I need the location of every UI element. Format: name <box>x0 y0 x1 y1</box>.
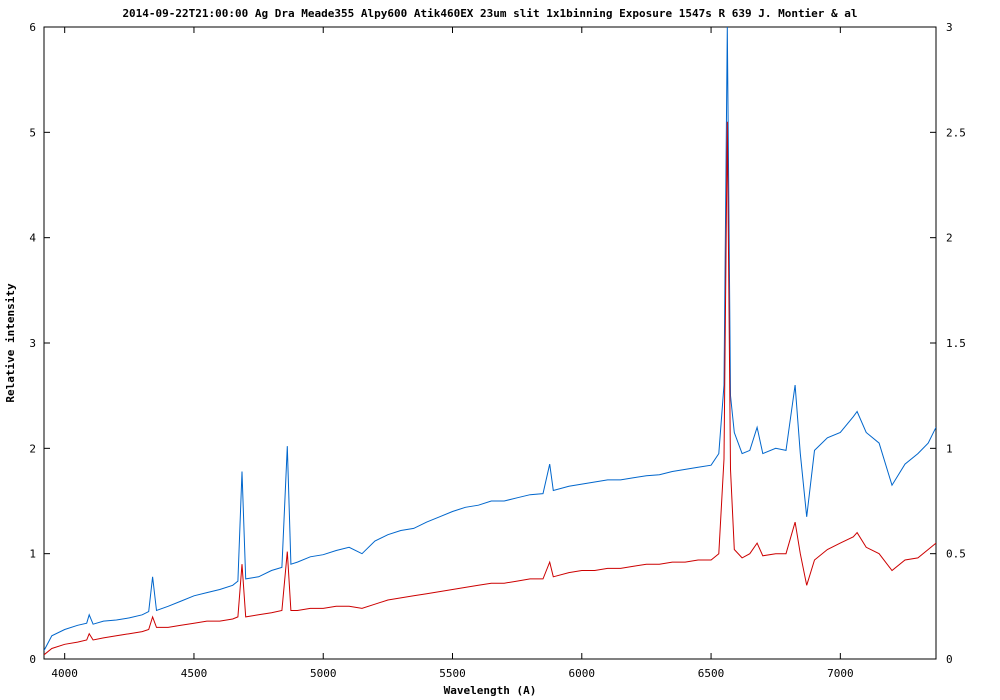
y-left-tick-label: 1 <box>29 548 36 561</box>
y-right-tick-label: 0.5 <box>946 548 966 561</box>
series-line-2 <box>44 121 936 656</box>
y-left-tick-label: 3 <box>29 337 36 350</box>
y-axis-label: Relative intensity <box>4 283 17 403</box>
y-left-tick-label: 2 <box>29 442 36 455</box>
y-right-tick-label: 3 <box>946 21 953 34</box>
x-tick-label: 6500 <box>698 667 725 680</box>
x-axis-label: Wavelength (A) <box>444 684 537 697</box>
series-line-1 <box>44 27 936 651</box>
chart-title: 2014-09-22T21:00:00 Ag Dra Meade355 Alpy… <box>122 7 857 20</box>
y-axis-right: 0 0.5 1 1.5 2 2.5 3 <box>930 21 966 666</box>
x-tick-label: 4500 <box>181 667 208 680</box>
y-left-tick-label: 5 <box>29 126 36 139</box>
y-right-tick-label: 2.5 <box>946 126 966 139</box>
x-tick-label: 5000 <box>310 667 337 680</box>
x-tick-label: 6000 <box>569 667 596 680</box>
y-left-tick-label: 0 <box>29 653 36 666</box>
x-tick-label: 4000 <box>51 667 78 680</box>
y-axis-left: 0 1 2 3 4 5 6 <box>29 21 50 666</box>
x-tick-label: 7000 <box>827 667 854 680</box>
y-right-tick-label: 0 <box>946 653 953 666</box>
y-left-tick-label: 4 <box>29 232 36 245</box>
y-right-tick-label: 2 <box>946 232 953 245</box>
y-right-tick-label: 1.5 <box>946 337 966 350</box>
y-right-tick-label: 1 <box>946 442 953 455</box>
x-axis: 4000 4500 5000 5500 6000 6500 7000 <box>51 27 854 680</box>
y-left-tick-label: 6 <box>29 21 36 34</box>
x-tick-label: 5500 <box>439 667 466 680</box>
series-group <box>44 27 936 656</box>
